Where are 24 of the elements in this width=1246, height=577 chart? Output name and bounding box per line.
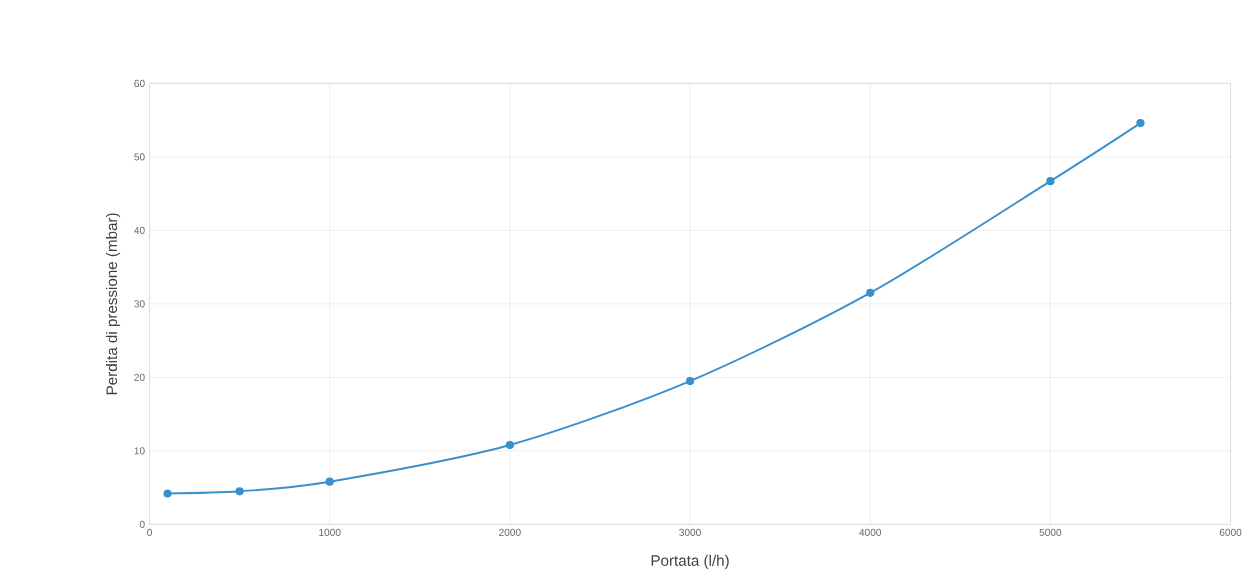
y-tick-label: 60: [134, 80, 145, 88]
x-tick-label: 6000: [1219, 529, 1242, 537]
y-tick-label: 20: [134, 374, 145, 382]
point: [685, 377, 695, 386]
x-tick-label: 0: [147, 529, 152, 537]
point: [235, 487, 244, 496]
y-tick-label: 50: [134, 153, 145, 161]
x-tick-label: 3000: [679, 529, 701, 537]
point: [325, 477, 334, 487]
x-tick-label: 1000: [319, 529, 341, 537]
point: [1046, 177, 1055, 186]
y-tick-label: 40: [134, 227, 145, 235]
point: [505, 441, 514, 450]
y-axis-title: Perdita di pressione (mbar): [105, 213, 121, 395]
x-tick-label: 4000: [859, 529, 882, 537]
point: [866, 289, 875, 298]
x-axis-title: Portata (l/h): [651, 555, 729, 570]
point: [1136, 119, 1145, 128]
y-tick-label: 0: [139, 521, 145, 529]
x-tick-label: 5000: [1039, 529, 1062, 537]
x-tick-label: 2000: [499, 529, 521, 537]
point: [163, 489, 172, 498]
y-tick-label: 10: [134, 447, 145, 455]
y-tick-label: 30: [134, 300, 145, 308]
